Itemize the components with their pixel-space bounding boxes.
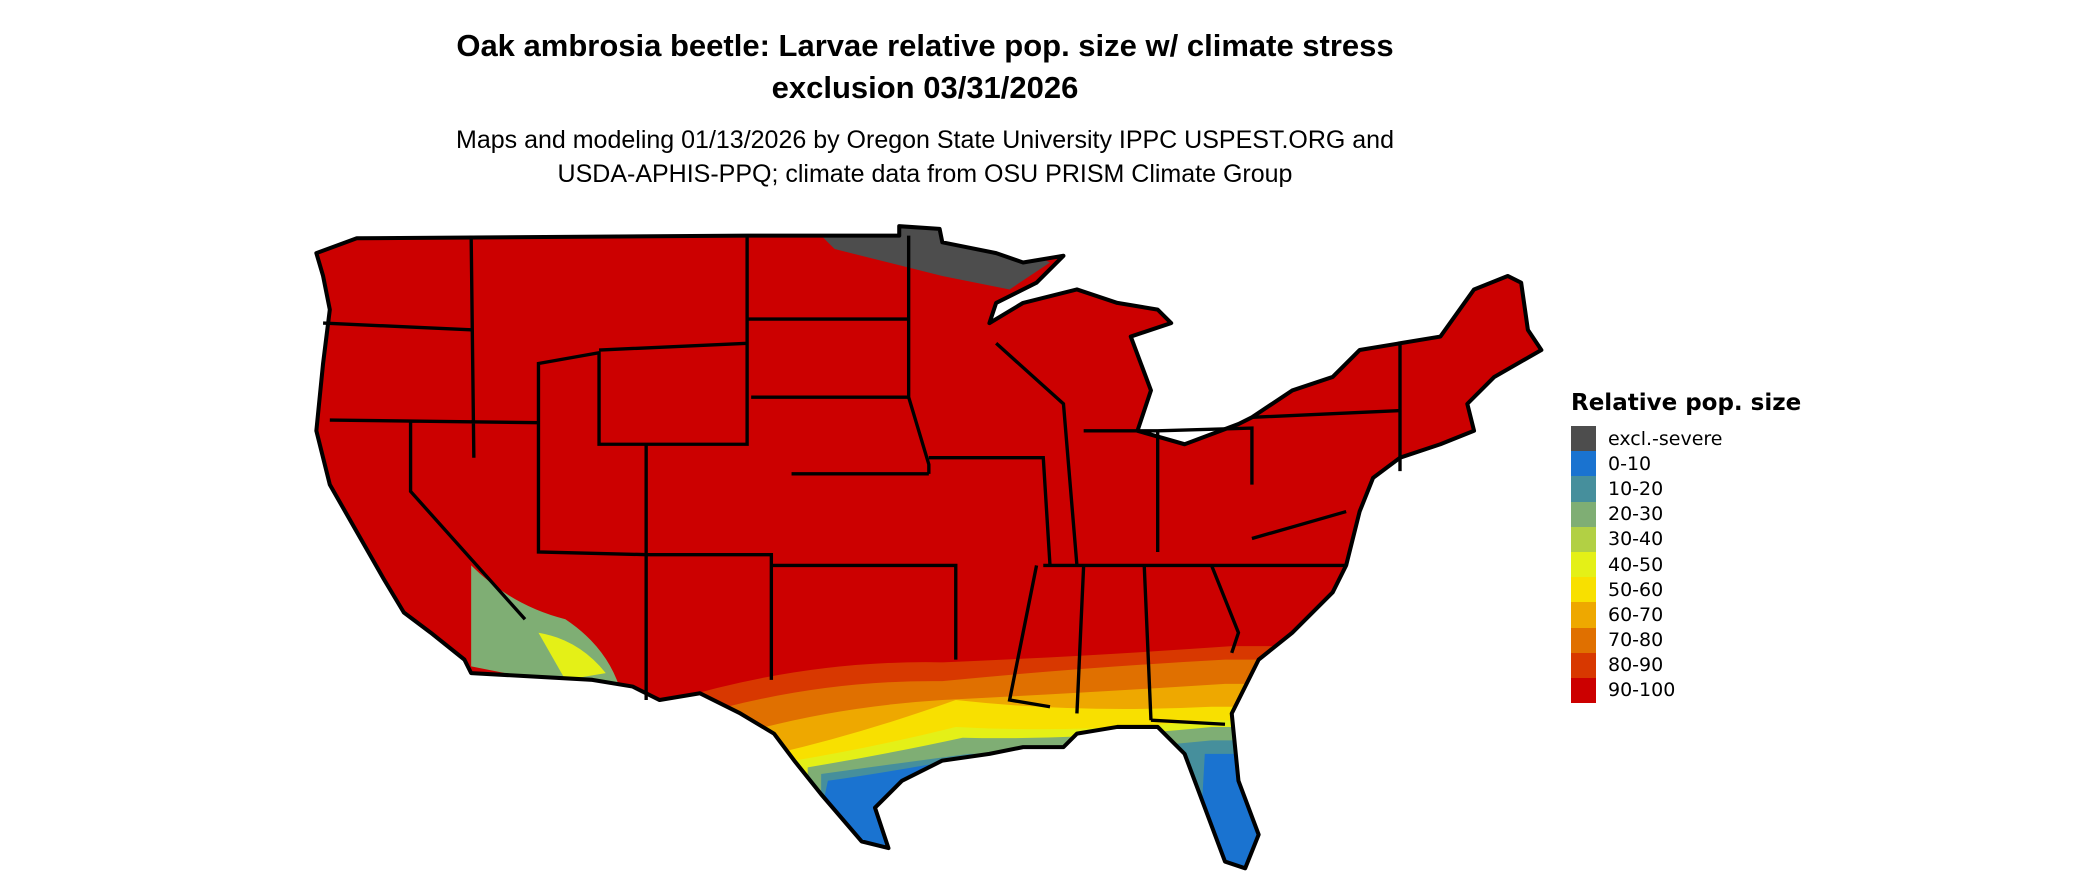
map-subtitle-line1: Maps and modeling 01/13/2026 by Oregon S…: [456, 126, 1394, 154]
legend-label: 20-30: [1608, 503, 1664, 526]
legend-label: 0-10: [1608, 452, 1652, 475]
map-title-line2: exclusion 03/31/2026: [771, 70, 1079, 105]
legend-item: 70-80: [1571, 627, 1801, 653]
region-southwest-yellow: [538, 632, 606, 680]
legend-swatch: [1571, 677, 1596, 704]
legend-swatch: [1571, 577, 1596, 603]
legend-label: 10-20: [1608, 477, 1664, 500]
legend-label: 90-100: [1608, 679, 1676, 702]
legend-item: 90-100: [1571, 677, 1801, 704]
legend-swatch: [1571, 627, 1596, 653]
legend-title: Relative pop. size: [1571, 390, 1802, 416]
legend-label: 70-80: [1608, 629, 1664, 652]
legend-label: 80-90: [1608, 654, 1664, 677]
legend-label: 40-50: [1608, 553, 1664, 576]
legend-swatch: [1571, 501, 1596, 527]
legend-swatch: [1571, 526, 1596, 552]
map-subtitle-line2: USDA-APHIS-PPQ; climate data from OSU PR…: [557, 160, 1293, 188]
legend-swatch: [1571, 426, 1596, 452]
legend-item: 0-10: [1571, 451, 1801, 477]
legend-swatch: [1571, 451, 1596, 477]
legend-item: 80-90: [1571, 652, 1801, 678]
legend-item: excl.-severe: [1571, 426, 1801, 452]
legend-swatch: [1571, 602, 1596, 628]
legend-item: 50-60: [1571, 577, 1801, 603]
legend: Relative pop. size excl.-severe 0-10 10-20…: [1571, 390, 1802, 704]
legend-label: excl.-severe: [1608, 427, 1723, 450]
legend-item: 10-20: [1571, 476, 1801, 502]
legend-item: 60-70: [1571, 602, 1801, 628]
legend-item: 20-30: [1571, 501, 1801, 527]
legend-label: 50-60: [1608, 578, 1664, 601]
legend-label: 30-40: [1608, 528, 1664, 551]
map-title-line1: Oak ambrosia beetle: Larvae relative pop…: [456, 28, 1394, 63]
state-borders: [323, 235, 1402, 726]
legend-item: 30-40: [1571, 526, 1801, 552]
legend-swatch: [1571, 551, 1596, 578]
legend-swatch: [1571, 652, 1596, 678]
legend-item: 40-50: [1571, 551, 1801, 578]
legend-swatch: [1571, 476, 1596, 502]
legend-label: 60-70: [1608, 603, 1664, 626]
